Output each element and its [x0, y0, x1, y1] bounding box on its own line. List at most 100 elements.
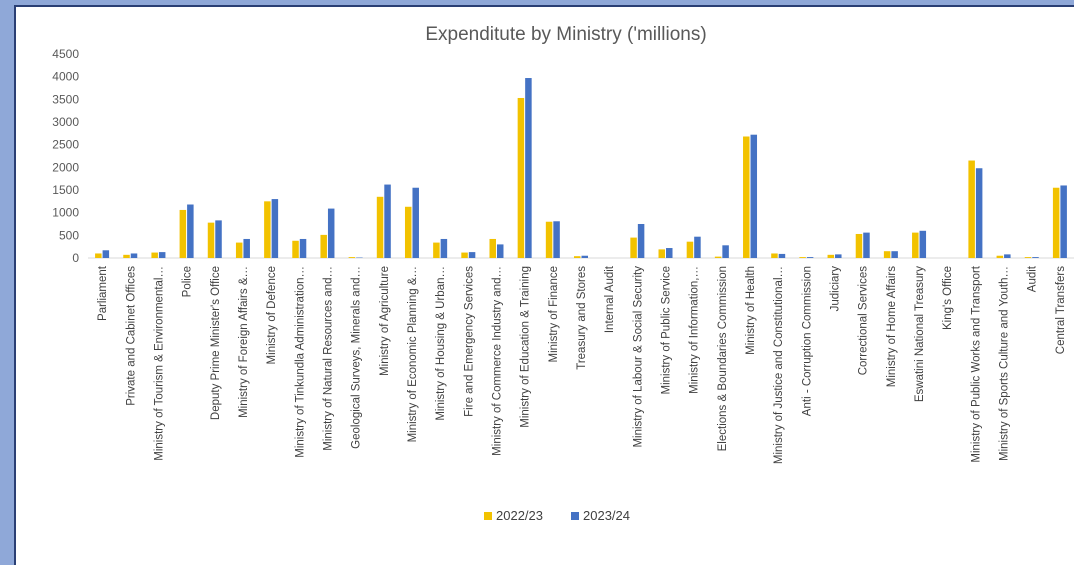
bar-2023-24	[102, 250, 110, 258]
bar-2022-23	[179, 209, 187, 258]
bars	[95, 78, 1067, 259]
bar-2023-24	[412, 187, 419, 258]
chart-panel: Expenditute by Ministry ('millions) 0 500…	[14, 5, 1074, 565]
x-category-label: Anti - Corruption Commission	[801, 266, 813, 416]
bar-2022-23	[207, 222, 215, 258]
bar-2022-23	[151, 252, 158, 258]
bar-2022-23	[771, 253, 778, 258]
x-category-label: Eswatini National Treasury	[914, 266, 926, 402]
bar-2022-23	[433, 242, 440, 258]
bar-2023-24	[722, 245, 729, 258]
bar-2022-23	[292, 240, 299, 258]
bar-2023-24	[1060, 185, 1067, 258]
x-category-label: Treasury and Stores	[576, 266, 588, 370]
bar-2022-23	[630, 237, 637, 258]
bar-2023-24	[496, 244, 504, 258]
bar-2022-23	[574, 256, 581, 258]
chart-title: Expenditute by Ministry ('millions)	[425, 24, 706, 45]
y-tick-label: 4500	[52, 47, 79, 61]
y-tick-label: 1500	[52, 183, 79, 197]
bar-2022-23	[1024, 257, 1032, 258]
y-tick-label: 2500	[52, 138, 79, 152]
legend-swatch-2023-24	[571, 512, 579, 520]
bar-2023-24	[778, 253, 786, 258]
bar-2022-23	[545, 221, 553, 258]
x-category-label: Ministry of Home Affairs	[886, 266, 898, 387]
bar-2022-23	[1052, 187, 1060, 258]
bar-2022-23	[376, 196, 384, 258]
bar-2023-24	[271, 199, 279, 258]
x-category-label: Ministry of Foreign Affairs &…	[238, 266, 250, 418]
bar-2022-23	[827, 254, 835, 258]
x-category-label: Ministry of Housing & Urban…	[435, 266, 447, 421]
bar-2023-24	[130, 253, 138, 258]
bar-2023-24	[187, 204, 194, 258]
bar-2022-23	[799, 257, 806, 258]
y-tick-label: 500	[59, 228, 79, 242]
x-category-label: Judiciary	[830, 266, 842, 312]
bar-2023-24	[975, 168, 983, 258]
bar-2022-23	[743, 136, 750, 258]
x-category-label: Parliament	[97, 265, 109, 321]
bar-2022-23	[264, 201, 271, 258]
bar-2022-23	[996, 255, 1004, 258]
x-category-label: Ministry of Justice and Constitutional…	[773, 266, 785, 464]
y-tick-label: 2000	[52, 160, 79, 174]
bar-2022-23	[714, 256, 722, 258]
x-category-label: Ministry of Commerce Industry and…	[491, 266, 503, 456]
bar-2022-23	[912, 232, 919, 258]
x-category-label: Ministry of Tourism & Environmental…	[153, 266, 165, 461]
bar-2022-23	[320, 234, 327, 258]
bar-2023-24	[384, 184, 391, 258]
x-axis: Parliament Private and Cabinet Offices Min…	[97, 265, 1067, 464]
bar-2023-24	[468, 252, 476, 258]
bar-2022-23	[968, 160, 975, 258]
bar-2023-24	[1004, 254, 1011, 258]
bar-2023-24	[1032, 257, 1039, 258]
bar-2023-24	[666, 248, 673, 258]
bar-2022-23	[461, 252, 468, 258]
x-category-label: Internal Audit	[604, 265, 616, 333]
bar-2023-24	[215, 220, 222, 258]
y-tick-label: 4000	[52, 70, 79, 84]
y-tick-label: 1000	[52, 206, 79, 220]
x-category-label: Ministry of Public Service	[661, 266, 673, 394]
x-category-label: Ministry of Natural Resources and…	[322, 266, 334, 451]
bar-2023-24	[158, 252, 166, 258]
bar-2022-23	[489, 238, 496, 258]
x-category-label: King's Office	[942, 266, 954, 330]
x-category-label: Ministry of Economic Planning &…	[407, 266, 419, 442]
x-category-label: Ministry of Public Works and Transport	[970, 265, 982, 462]
x-category-label: Ministry of Tinkundla Administration…	[294, 266, 306, 458]
x-category-label: Correctional Services	[858, 266, 870, 376]
x-category-label: Ministry of Information,…	[689, 266, 701, 394]
legend-label-2023-24: 2023/24	[583, 508, 630, 523]
y-tick-label: 0	[72, 251, 79, 265]
bar-2023-24	[637, 224, 645, 258]
x-category-label: Private and Cabinet Offices	[125, 266, 137, 406]
x-category-label: Ministry of Defence	[266, 266, 278, 364]
y-tick-label: 3000	[52, 115, 79, 129]
bar-2023-24	[806, 257, 814, 258]
x-category-label: Audit	[1027, 265, 1039, 292]
bar-2023-24	[525, 78, 532, 258]
bar-2023-24	[891, 251, 898, 258]
bar-2022-23	[517, 97, 525, 259]
bar-chart: Expenditute by Ministry ('millions) 0 500…	[52, 24, 1074, 523]
x-category-label: Deputy Prime Minister's Office	[210, 266, 222, 420]
bar-2023-24	[919, 230, 927, 258]
bar-2023-24	[750, 134, 758, 258]
bar-2023-24	[299, 238, 307, 258]
bar-2022-23	[404, 206, 412, 258]
bar-2022-23	[348, 257, 356, 258]
x-category-label: Police	[182, 266, 194, 297]
bar-2022-23	[123, 254, 130, 258]
x-category-label: Ministry of Education & Training	[520, 266, 532, 428]
bar-2023-24	[581, 255, 588, 258]
y-axis: 0 500 1000 1500 2000 2500 3000 3500 4000 4500	[52, 47, 79, 265]
bar-2023-24	[327, 208, 335, 258]
x-category-label: Ministry of Sports Culture and Youth…	[999, 266, 1011, 461]
x-category-label: Ministry of Labour & Social Security	[632, 266, 644, 448]
bar-2023-24	[863, 232, 870, 258]
